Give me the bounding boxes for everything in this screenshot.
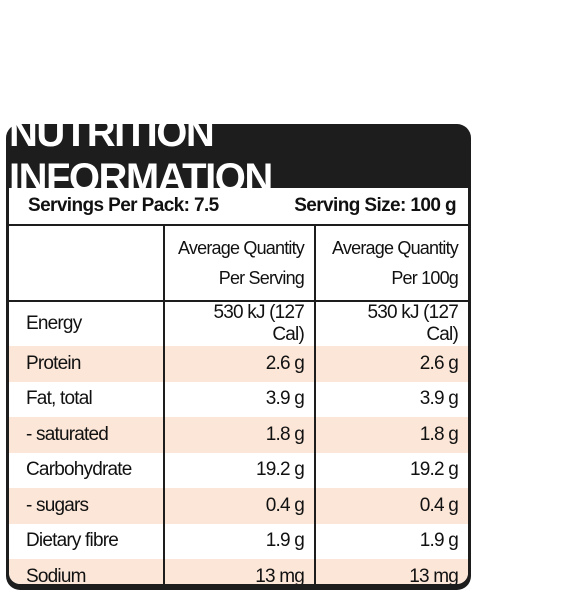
servings-per-pack: Servings Per Pack: 7.5 [28,195,219,216]
header-blank-cell [9,226,165,302]
row-per-100g: 0.4 g [315,488,468,524]
row-per-100g: 1.9 g [419,530,459,552]
header-per-100g: Average Quantity Per 100g [315,226,468,302]
row-per-serving: 13 mg [164,559,316,584]
row-per-serving: 19.2 g [164,452,316,488]
row-per-100g: 19.2 g [409,459,459,481]
table-row: - saturated 1.8 g 1.8 g [9,417,468,453]
table-row: - sugars 0.4 g 0.4 g [9,488,468,524]
table-row: Sodium 13 mg 13 mg [9,559,468,584]
row-per-serving: 3.9 g [164,381,316,417]
row-per-serving: 0.4 g [164,488,316,524]
row-label: Energy [9,301,165,346]
panel-title: NUTRITION INFORMATION [9,111,273,200]
table-row: Protein 2.6 g 2.6 g [9,346,468,382]
row-per-100g: 3.9 g [419,388,459,410]
table-row: Fat, total 3.9 g 3.9 g [9,381,468,417]
row-label: Sodium [9,559,165,584]
row-label: Dietary fibre [9,523,165,559]
header-per-100g-line2: Per 100g [391,268,458,288]
row-per-serving: 1.9 g [164,523,316,559]
header-per-serving-line2: Per Serving [218,268,305,288]
table-row: Carbohydrate 19.2 g 19.2 g [9,452,468,488]
nutrition-panel: NUTRITION INFORMATION Servings Per Pack:… [6,111,471,590]
row-per-serving: 530 kJ (127 Cal) [164,301,316,346]
serving-size: Serving Size: 100 g [294,195,456,216]
row-per-100g: 13 mg [315,559,468,584]
nutrition-table: Average Quantity Per Serving Average Qua… [9,226,468,584]
row-label: - sugars [9,488,165,524]
row-per-100g: 1.8 g [315,417,468,453]
row-label: Protein [9,346,165,382]
header-per-serving-line1: Average Quantity [178,238,305,258]
row-label: - saturated [9,417,165,453]
table-row: Dietary fibre 1.9 g 1.9 g [9,523,468,559]
row-label: Carbohydrate [9,452,165,488]
servings-row: Servings Per Pack: 7.5 Serving Size: 100… [9,188,468,226]
row-label: Fat, total [9,381,165,417]
row-per-serving: 1.8 g [164,417,316,453]
row-per-serving: 2.6 g [164,346,316,382]
row-per-100g: 530 kJ (127 Cal) [367,302,459,345]
header-per-100g-line1: Average Quantity [332,238,459,258]
header-per-serving: Average Quantity Per Serving [164,226,316,302]
table-header-row: Average Quantity Per Serving Average Qua… [9,226,468,302]
nutrition-table-body: Servings Per Pack: 7.5 Serving Size: 100… [9,188,468,584]
table-row: Energy 530 kJ (127 Cal) 530 kJ (127 Cal) [9,301,468,346]
row-per-100g: 2.6 g [315,346,468,382]
